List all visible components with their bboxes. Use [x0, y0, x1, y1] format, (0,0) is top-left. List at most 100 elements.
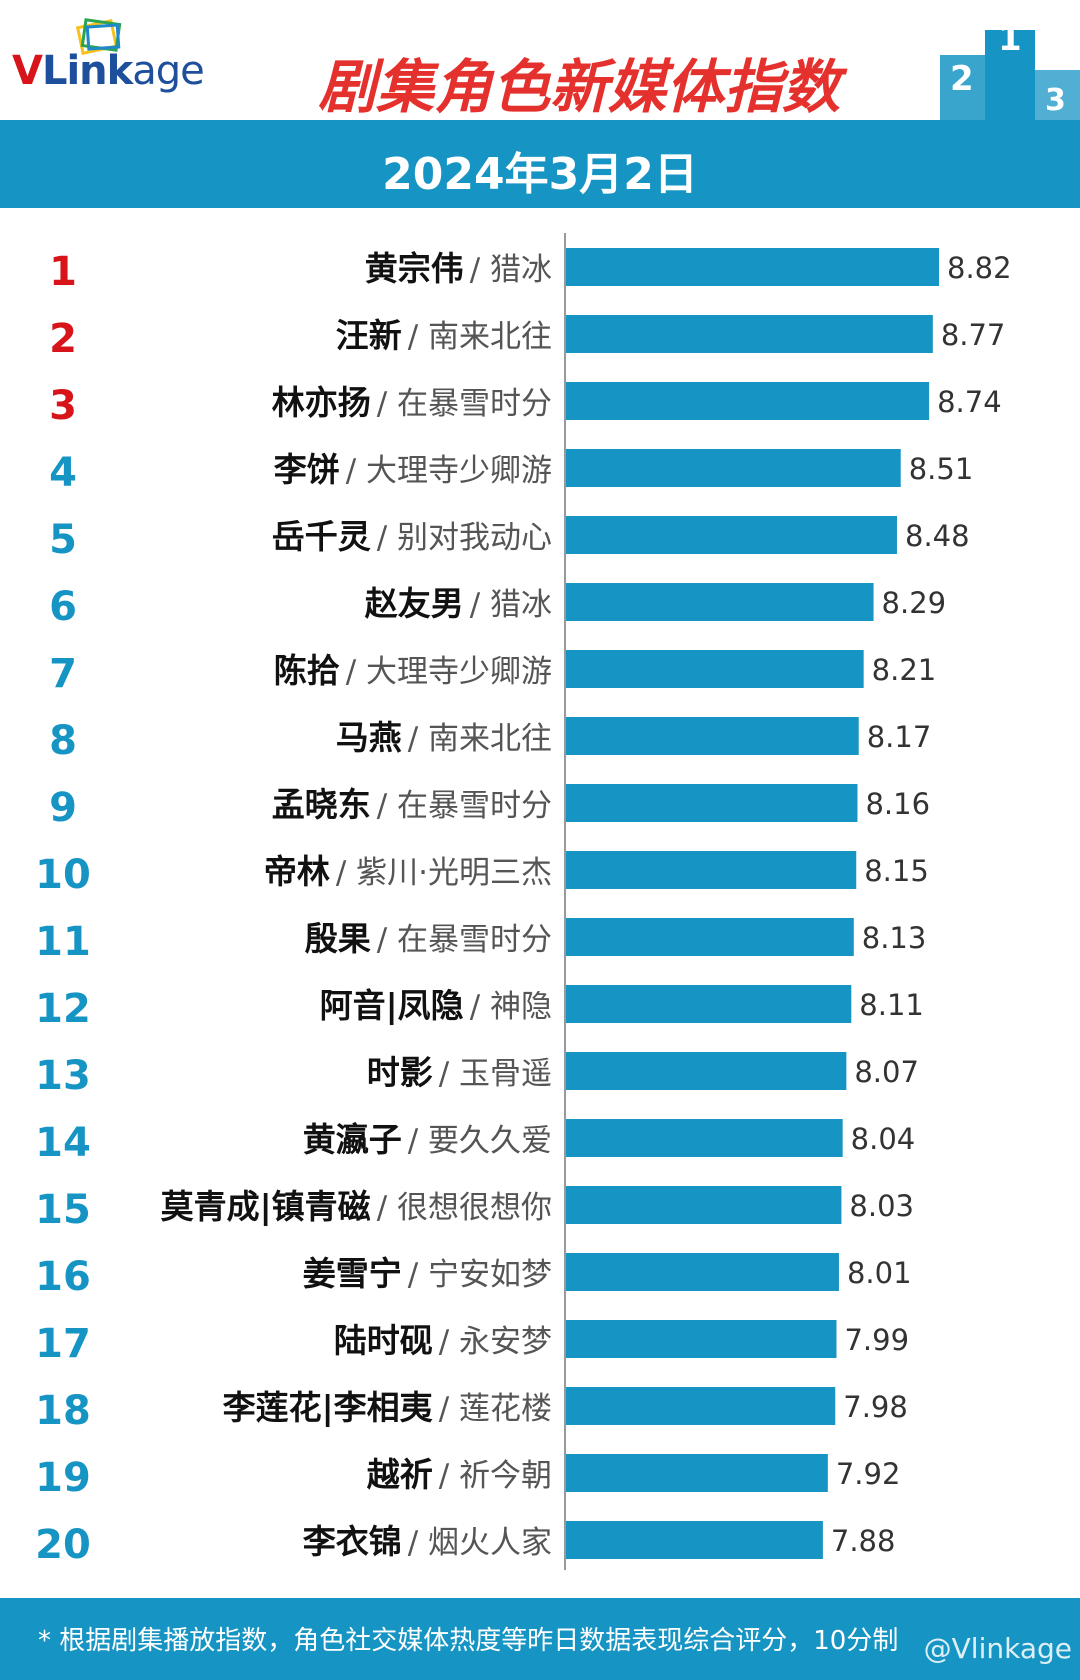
role-name: 越祈 [367, 1455, 433, 1494]
drama-name: 南来北往 [428, 721, 552, 757]
label-separator: / [470, 252, 490, 288]
chart-row: 3 林亦扬 / 在暴雪时分 8.74 [49, 382, 1002, 429]
chart-row: 15 莫青成|镇青磁 / 很想很想你 8.03 [35, 1186, 914, 1233]
drama-name: 莲花楼 [459, 1391, 552, 1427]
data-label: 8.17 [867, 720, 932, 754]
rank-label: 12 [35, 986, 91, 1032]
bar [566, 650, 864, 688]
role-name: 黄瀛子 [303, 1120, 402, 1159]
role-name: 黄宗伟 [365, 249, 464, 288]
chart-row: 13 时影 / 玉骨遥 8.07 [35, 1052, 919, 1099]
rank-label: 4 [49, 450, 77, 496]
role-name: 李饼 [274, 450, 340, 489]
data-label: 8.03 [849, 1189, 914, 1223]
category-label: 汪新 / 南来北往 [336, 316, 552, 355]
category-label: 帝林 / 紫川·光明三杰 [264, 852, 552, 891]
vlinkage-logo: VLinkage [12, 18, 252, 108]
role-name: 林亦扬 [272, 383, 371, 422]
label-separator: / [439, 1391, 459, 1427]
category-label: 陆时砚 / 永安梦 [334, 1321, 552, 1360]
label-separator: / [377, 386, 397, 422]
footer-banner: * 根据剧集播放指数，角色社交媒体热度等昨日数据表现综合评分，10分制 @Vli… [0, 1598, 1080, 1680]
chart-row: 1 黄宗伟 / 猎冰 8.82 [49, 248, 1012, 295]
drama-name: 猎冰 [490, 252, 552, 288]
category-label: 李饼 / 大理寺少卿游 [274, 450, 552, 489]
data-label: 8.74 [937, 385, 1002, 419]
label-separator: / [336, 855, 356, 891]
data-label: 8.16 [865, 787, 930, 821]
data-label: 8.15 [864, 854, 929, 888]
bar [566, 717, 859, 755]
data-label: 8.21 [872, 653, 937, 687]
rank-label: 11 [35, 919, 91, 965]
drama-name: 永安梦 [459, 1324, 552, 1360]
drama-name: 宁安如梦 [428, 1257, 552, 1293]
role-name: 汪新 [336, 316, 402, 355]
label-separator: / [470, 989, 490, 1025]
label-separator: / [408, 1257, 428, 1293]
data-label: 8.11 [859, 988, 924, 1022]
rank-label: 9 [49, 785, 77, 831]
rank-label: 13 [35, 1053, 91, 1099]
chart-row: 10 帝林 / 紫川·光明三杰 8.15 [35, 851, 929, 898]
drama-name: 祈今朝 [459, 1458, 552, 1494]
drama-name: 很想很想你 [397, 1190, 552, 1226]
label-separator: / [377, 1190, 397, 1226]
chart-row: 16 姜雪宁 / 宁安如梦 8.01 [35, 1253, 912, 1300]
ranking-bar-chart: 1 黄宗伟 / 猎冰 8.822 汪新 / 南来北往 8.773 林亦扬 / 在暴雪时分 8.74… [35, 233, 1012, 1570]
label-separator: / [439, 1056, 459, 1092]
rank-label: 19 [35, 1455, 91, 1501]
chart-row: 12 阿音|凤隐 / 神隐 8.11 [35, 985, 924, 1032]
data-label: 7.99 [844, 1323, 909, 1357]
data-label: 8.29 [882, 586, 947, 620]
drama-name: 紫川·光明三杰 [356, 855, 552, 891]
category-label: 姜雪宁 / 宁安如梦 [303, 1254, 552, 1293]
rank-label: 2 [49, 316, 77, 362]
svg-text:3: 3 [1045, 83, 1066, 118]
category-label: 殷果 / 在暴雪时分 [305, 919, 552, 958]
bar [566, 516, 898, 554]
rank-label: 6 [49, 584, 77, 630]
bar [566, 315, 933, 353]
role-name: 阿音|凤隐 [320, 986, 464, 1025]
drama-name: 在暴雪时分 [397, 386, 552, 422]
rank-label: 3 [49, 383, 77, 429]
page-title: 剧集角色新媒体指数 [318, 53, 841, 121]
label-separator: / [377, 520, 397, 556]
bar [566, 248, 939, 286]
drama-name: 在暴雪时分 [397, 788, 552, 824]
bar [566, 583, 874, 621]
bar [566, 1521, 823, 1559]
header: VLinkage 剧集角色新媒体指数 2 1 3 [0, 0, 1080, 121]
role-name: 莫青成|镇青磁 [161, 1187, 371, 1226]
chart-row: 9 孟晓东 / 在暴雪时分 8.16 [49, 784, 930, 831]
bar [566, 1186, 842, 1224]
bar [566, 985, 852, 1023]
drama-name: 烟火人家 [428, 1525, 552, 1561]
role-name: 帝林 [264, 852, 330, 891]
label-separator: / [408, 721, 428, 757]
category-label: 李莲花|李相夷 / 莲花楼 [223, 1388, 552, 1427]
rank-label: 14 [35, 1120, 91, 1166]
role-name: 赵友男 [365, 584, 464, 623]
bar [566, 1387, 836, 1425]
drama-name: 别对我动心 [397, 520, 552, 556]
bar [566, 1454, 828, 1492]
category-label: 林亦扬 / 在暴雪时分 [272, 383, 552, 422]
category-label: 莫青成|镇青磁 / 很想很想你 [161, 1187, 552, 1226]
category-label: 岳千灵 / 别对我动心 [272, 517, 552, 556]
chart-row: 19 越祈 / 祈今朝 7.92 [35, 1454, 900, 1501]
chart-row: 14 黄瀛子 / 要久久爱 8.04 [35, 1119, 915, 1166]
chart-row: 17 陆时砚 / 永安梦 7.99 [35, 1320, 909, 1367]
rank-label: 15 [35, 1187, 91, 1233]
data-label: 7.88 [831, 1524, 896, 1558]
svg-text:1: 1 [998, 19, 1022, 59]
data-label: 8.51 [909, 452, 974, 486]
category-label: 陈拾 / 大理寺少卿游 [274, 651, 552, 690]
weibo-watermark: @Vlinkage [923, 1632, 1072, 1665]
bar [566, 918, 854, 956]
data-label: 8.82 [947, 251, 1012, 285]
label-separator: / [408, 1123, 428, 1159]
category-label: 越祈 / 祈今朝 [367, 1455, 552, 1494]
bar [566, 851, 857, 889]
